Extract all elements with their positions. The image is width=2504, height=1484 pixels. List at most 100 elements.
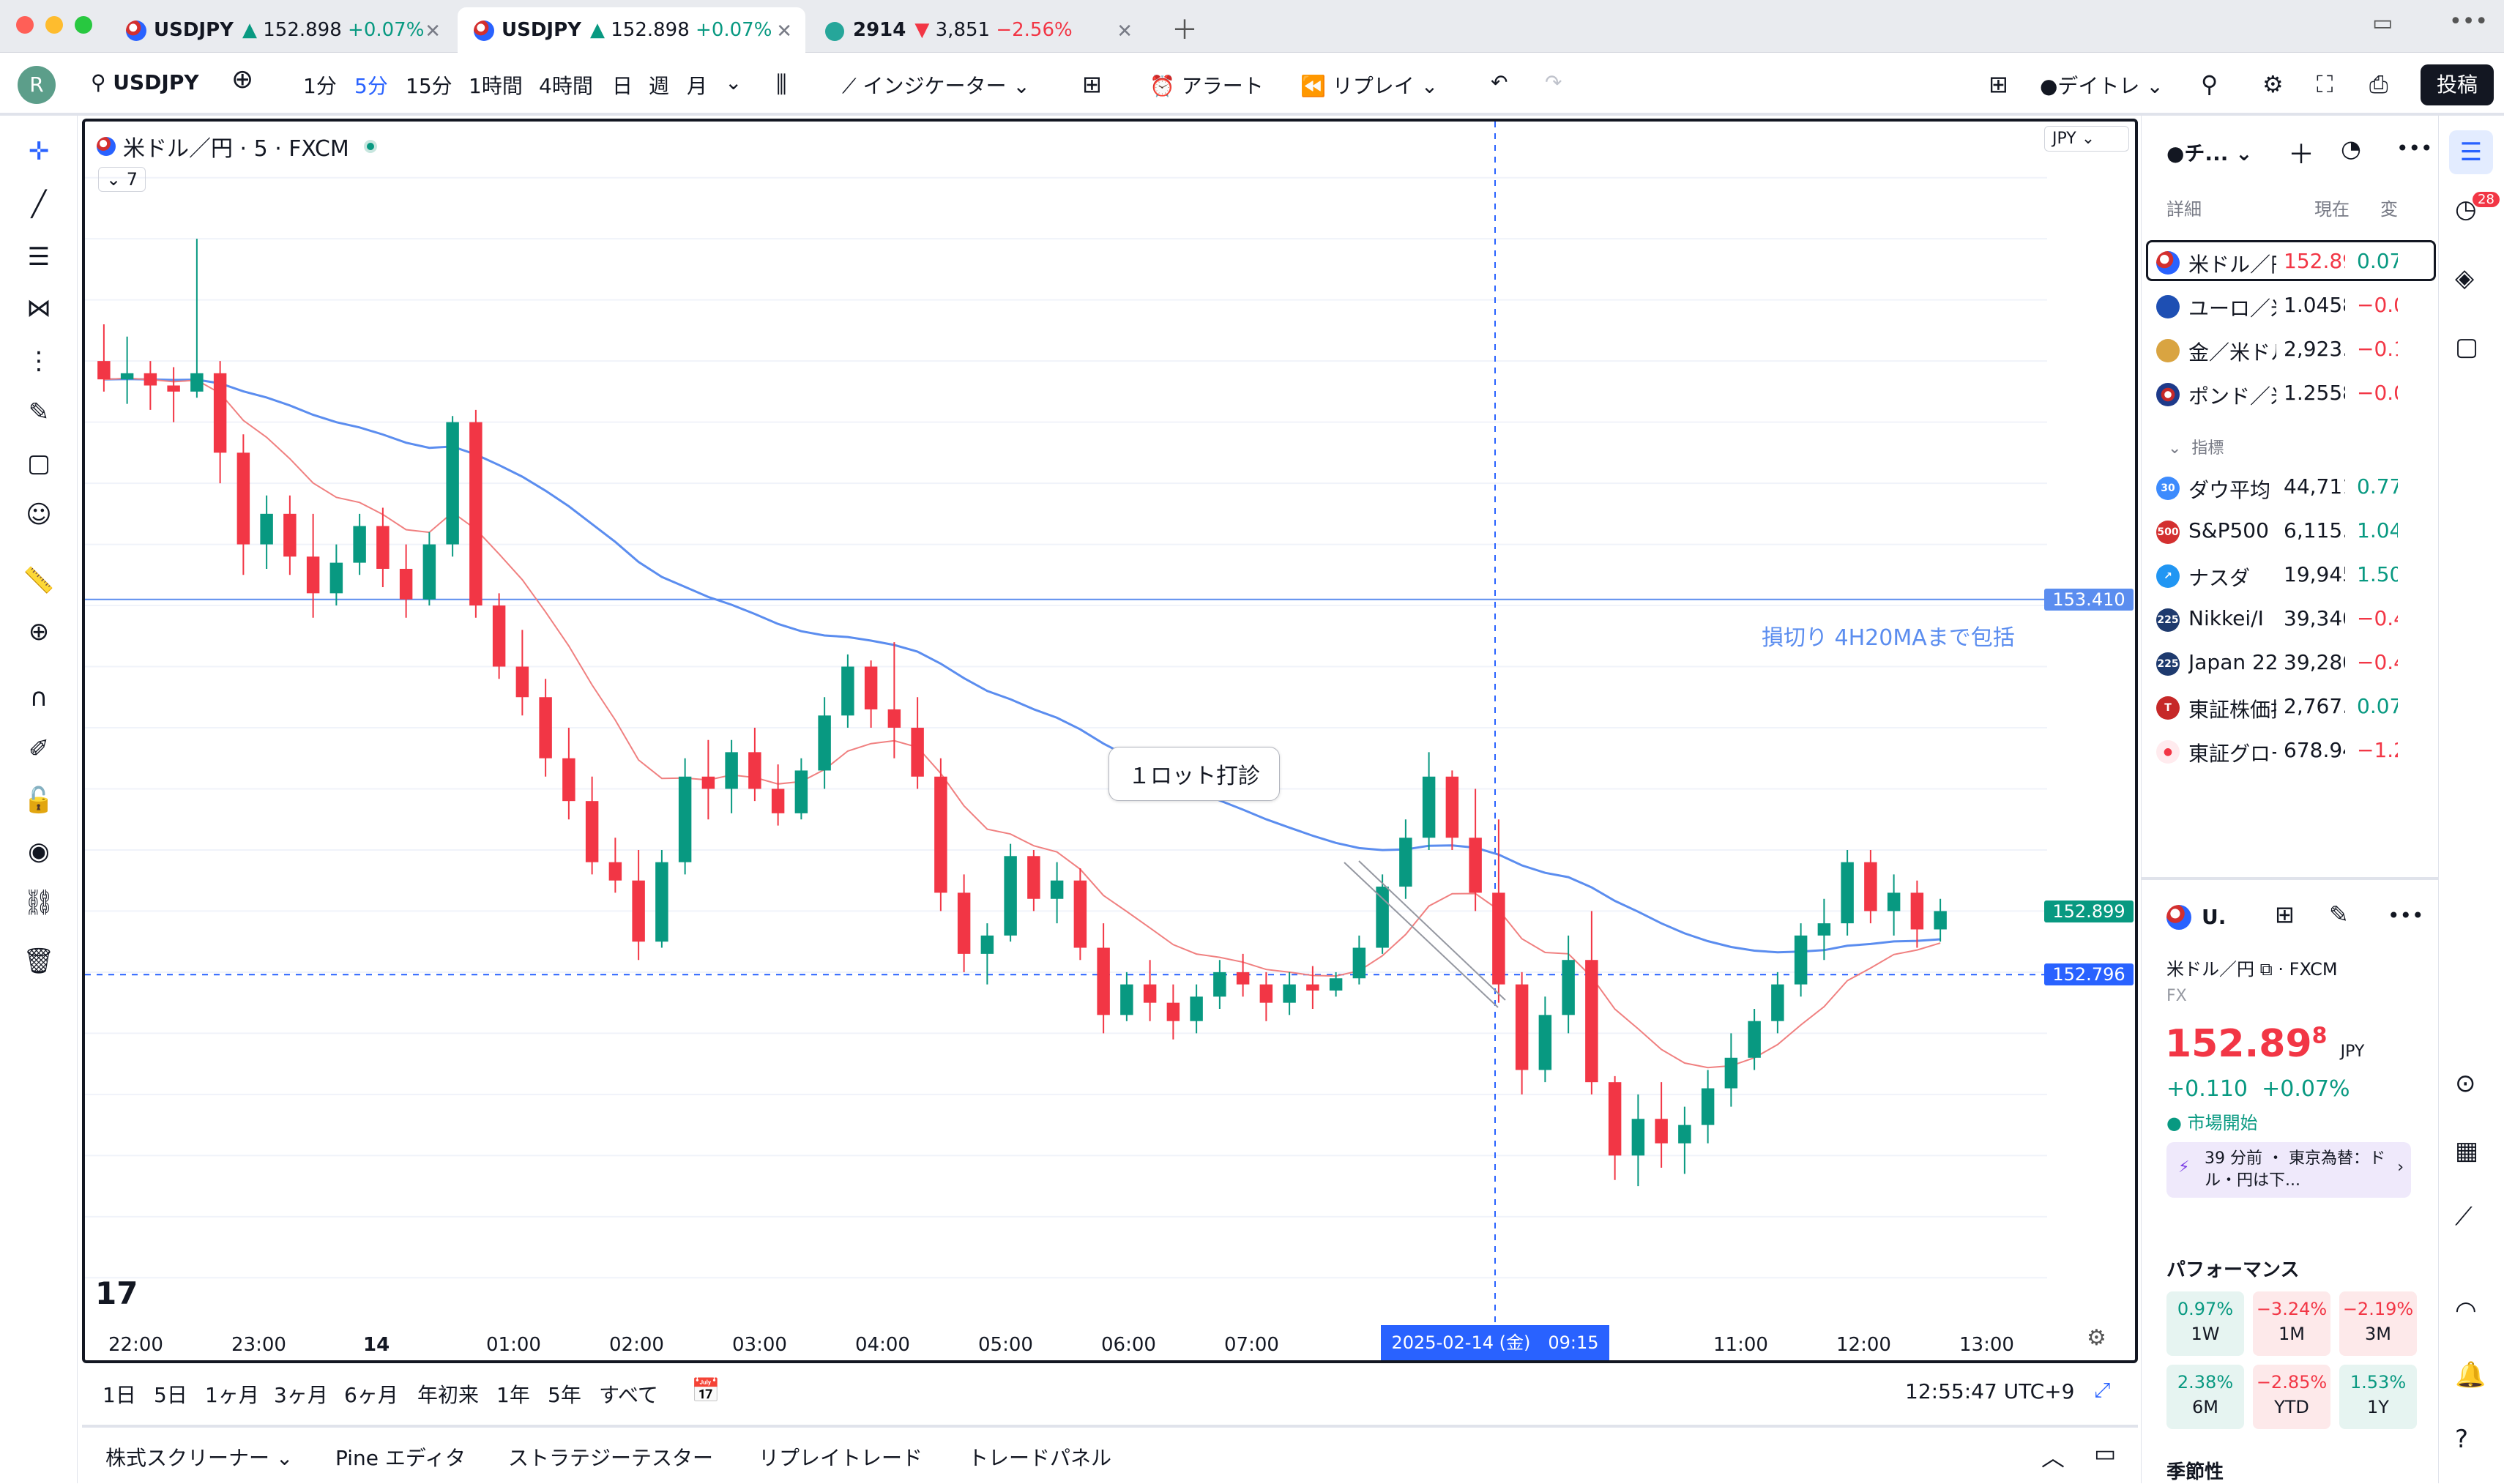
section-indices[interactable]: ⌄ 指標 [2168,439,2224,458]
range-1m[interactable]: 1ヶ月 [205,1383,259,1407]
watchlist-row[interactable]: ユーロ／米 1.0458 −0.0 [2149,286,2434,327]
more-icon[interactable]: ••• [2449,9,2489,34]
candle-type-icon[interactable]: ⫼ [776,70,787,98]
zoom-in-icon[interactable]: ⊕ [28,617,50,646]
fib-icon[interactable]: ☰ [27,242,51,272]
close-tab-icon[interactable]: ✕ [776,20,792,42]
performance-cell[interactable]: −2.19% 3M [2339,1291,2417,1356]
close-tab-icon[interactable]: ✕ [1117,20,1133,42]
templates-icon[interactable]: ⊞ [1082,70,1102,98]
watchlist-icon[interactable]: ☰ [2449,130,2493,174]
tab-2914[interactable]: 2914 ▼ 3,851 −2.56% ✕ [809,7,1146,53]
chevron-down-icon[interactable]: ⌄ [725,70,742,94]
watchlist-row[interactable]: 金／米ドル 2,923. −0.1 [2149,329,2434,370]
brush-icon[interactable]: ✎ [28,398,50,427]
interval-week[interactable]: 週 [649,74,670,98]
performance-cell[interactable]: −3.24% 1M [2253,1291,2330,1356]
performance-cell[interactable]: 2.38% 6M [2166,1365,2244,1429]
new-tab-icon[interactable]: ＋ [1171,15,1199,45]
performance-cell[interactable]: 1.53% 1Y [2339,1365,2417,1429]
close-window-button[interactable] [16,16,34,34]
symbol-search-button[interactable]: ⚲ USDJPY [91,70,199,94]
auto-scale-icon[interactable]: ⤢ [2094,1378,2111,1402]
publish-button[interactable]: 投稿 [2421,64,2494,105]
calendar-icon[interactable]: 📅 [691,1376,720,1404]
col-change[interactable]: 変 [2380,199,2398,220]
range-6m[interactable]: 6ヶ月 [344,1383,398,1407]
replay-button[interactable]: ⏪ リプレイ ⌄ [1300,74,1439,98]
col-detail[interactable]: 詳細 [2166,199,2202,220]
indicators-button[interactable]: ⟋ インジケーター ⌄ [842,74,1030,98]
eye-icon[interactable]: ◉ [28,837,50,866]
col-price[interactable]: 現在 [2314,199,2350,220]
currency-selector[interactable]: JPY ⌄ [2044,126,2129,152]
interval-1m[interactable]: 1分 [303,74,337,98]
range-3m[interactable]: 3ヶ月 [274,1383,328,1407]
alert-button[interactable]: ⏰ アラート [1149,74,1264,98]
magnet-icon[interactable]: ∩ [29,683,48,712]
tab-usdjpy-active[interactable]: USDJPY ▲ 152.898 +0.07% ✕ [458,7,805,53]
tab-replay-trade[interactable]: リプレイトレード [759,1446,923,1470]
edit-icon[interactable]: ✎ [2329,901,2349,928]
clock-display[interactable]: 12:55:47 UTC+9 [1905,1379,2075,1403]
add-symbol-icon[interactable]: ＋ [2288,140,2315,170]
text-icon[interactable]: ▢ [26,449,51,478]
interval-15m[interactable]: 15分 [406,74,452,98]
quick-search-icon[interactable]: ⚲ [2201,70,2218,98]
settings-icon[interactable]: ⚙ [2262,70,2284,98]
interval-5m[interactable]: 5分 [354,74,388,98]
indicator-collapse-button[interactable]: ⌄ 7 [98,167,146,192]
crosshair-icon[interactable]: ✛ [28,137,50,166]
performance-cell[interactable]: −2.85% YTD [2253,1365,2330,1429]
camera-icon[interactable]: ⎙ [2369,70,2388,98]
more-icon[interactable]: ••• [2388,903,2424,928]
watchlist-row[interactable]: ポンド／米 1.2558 −0.0 [2149,373,2434,414]
callout-label[interactable]: １ロット打診 [1108,747,1280,801]
stream-icon[interactable]: ◠ [2455,1296,2477,1325]
tab-strategy-tester[interactable]: ストラテジーテスター [508,1446,714,1470]
undo-icon[interactable]: ↶ [1491,70,1508,94]
ruler-icon[interactable]: 📏 [23,566,55,595]
emoji-icon[interactable]: ☺ [26,500,52,529]
avatar[interactable]: R [18,66,56,104]
help-icon[interactable]: ? [2455,1425,2469,1454]
close-tab-icon[interactable]: ✕ [425,20,441,42]
range-ytd[interactable]: 年初来 [417,1383,480,1407]
grid-icon[interactable]: ⊞ [2275,901,2295,928]
range-all[interactable]: すべて [599,1383,658,1407]
maximize-panel-icon[interactable]: ▭ [2094,1439,2117,1467]
index-row[interactable]: 225 Japan 225 39,280 −0.4 [2149,643,2434,684]
ideas-icon[interactable]: ⟋ [2455,1202,2473,1231]
add-symbol-icon[interactable]: ⊕ [231,64,254,94]
calendar-icon[interactable]: ▦ [2455,1136,2479,1166]
index-row[interactable]: 500 S&P500 6,115. 1.04 [2149,511,2434,552]
range-5d[interactable]: 5日 [154,1383,187,1407]
compass-icon[interactable]: ⊙ [2455,1069,2476,1098]
price-chart-svg[interactable] [85,122,2135,1360]
tab-trade-panel[interactable]: トレードパネル [968,1446,1112,1470]
interval-4h[interactable]: 4時間 [539,74,593,98]
watchlist-row[interactable]: 米ドル／円 152.89 0.07 [2149,242,2434,283]
forecast-icon[interactable]: ⋮ [26,346,51,376]
range-5y[interactable]: 5年 [548,1383,581,1407]
minimize-window-button[interactable] [45,16,63,34]
range-1d[interactable]: 1日 [103,1383,136,1407]
index-row[interactable]: ● 東証グロース 678.94 −1.2 [2149,731,2434,772]
tab-stock-screener[interactable]: 株式スクリーナー ⌄ [105,1446,294,1470]
lock-drawing-icon[interactable]: ✐ [28,734,50,764]
news-card[interactable]: ⚡ 39 分前 ・ 東京為替：ドル・円は下... › [2166,1142,2411,1198]
layers-icon[interactable]: ◈ [2455,264,2475,293]
pattern-icon[interactable]: ⋈ [26,294,51,323]
tab-pine-editor[interactable]: Pine エディタ [335,1446,466,1470]
layout-grid-icon[interactable]: ⊞ [1989,70,2008,98]
fullscreen-icon[interactable]: ⛶ [2317,70,2333,98]
performance-cell[interactable]: 0.97% 1W [2166,1291,2244,1356]
redo-icon[interactable]: ↷ [1545,70,1562,94]
interval-month[interactable]: 月 [687,74,708,98]
layout-select[interactable]: ●デイトレ ⌄ [2040,74,2164,98]
sidebar-toggle-icon[interactable]: ▭ [2372,10,2393,36]
trash-icon[interactable]: 🗑 [23,947,55,976]
pie-chart-icon[interactable]: ◔ [2341,135,2361,163]
chart-area[interactable]: 米ドル／円 · 5 · FXCM ⌄ 7 JPY ⌄ 損切り 4H20MAまで包… [82,119,2138,1363]
index-row[interactable]: 225 Nikkei/I 39,340 −0.4 [2149,599,2434,640]
